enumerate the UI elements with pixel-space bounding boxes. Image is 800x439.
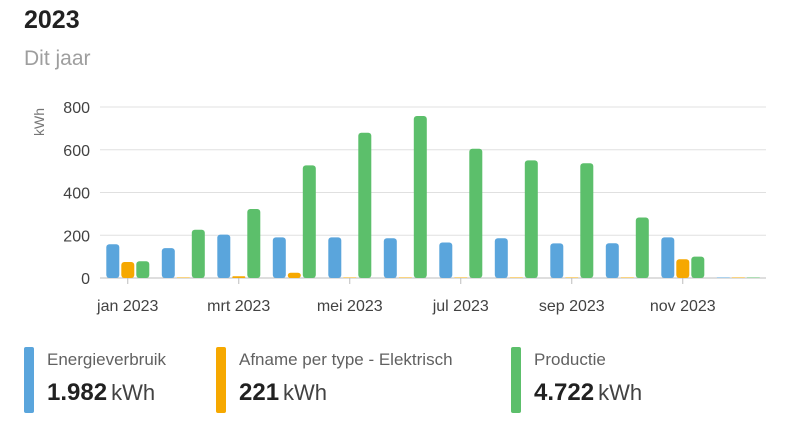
bar-energieverbruik-okt-2023[interactable] [605, 243, 619, 278]
bar-productie-okt-2023[interactable] [635, 217, 649, 279]
bar-energieverbruik-jul-2023[interactable] [439, 242, 453, 279]
bar-afname-per-type-elektrisch-feb-2023[interactable] [176, 277, 190, 279]
bar-productie-feb-2023[interactable] [191, 229, 205, 278]
y-tick-label: 800 [63, 100, 90, 117]
bar-afname-per-type-elektrisch-jan-2023[interactable] [121, 262, 135, 278]
bar-afname-per-type-elektrisch-apr-2023[interactable] [287, 272, 301, 278]
page-title: 2023 [24, 6, 80, 34]
page-subtitle: Dit jaar [24, 47, 91, 70]
y-tick-label: 200 [63, 228, 90, 245]
bar-productie-mei-2023[interactable] [358, 132, 372, 278]
x-tick-label: jan 2023 [96, 298, 158, 315]
bar-energieverbruik-apr-2023[interactable] [272, 237, 286, 278]
legend-swatch [24, 347, 34, 413]
x-tick-label: nov 2023 [650, 298, 716, 315]
bar-energieverbruik-feb-2023[interactable] [161, 248, 175, 278]
legend-swatch [216, 347, 226, 413]
bar-energieverbruik-jan-2023[interactable] [106, 244, 120, 278]
y-tick-label: 0 [81, 271, 90, 288]
bar-productie-mrt-2023[interactable] [247, 209, 261, 278]
bar-energieverbruik-mrt-2023[interactable] [217, 234, 231, 278]
bar-energieverbruik-nov-2023[interactable] [661, 237, 675, 278]
bar-afname-per-type-elektrisch-sep-2023[interactable] [565, 277, 579, 279]
bar-afname-per-type-elektrisch-dec-2023[interactable] [731, 277, 745, 279]
bar-energieverbruik-dec-2023[interactable] [716, 277, 730, 279]
bar-productie-aug-2023[interactable] [524, 160, 538, 278]
bar-productie-jan-2023[interactable] [136, 261, 150, 278]
bar-productie-dec-2023[interactable] [746, 277, 760, 279]
bar-afname-per-type-elektrisch-jul-2023[interactable] [454, 277, 468, 279]
bar-afname-per-type-elektrisch-okt-2023[interactable] [620, 277, 634, 279]
bar-productie-sep-2023[interactable] [580, 163, 594, 278]
bar-afname-per-type-elektrisch-nov-2023[interactable] [676, 259, 690, 278]
bar-energieverbruik-jun-2023[interactable] [383, 238, 397, 278]
bar-energieverbruik-sep-2023[interactable] [550, 243, 564, 278]
bar-afname-per-type-elektrisch-mrt-2023[interactable] [232, 276, 246, 278]
legend-item-label: Productie [534, 350, 606, 369]
bar-productie-nov-2023[interactable] [691, 256, 705, 278]
legend-item-unit: kWh [598, 380, 643, 405]
legend-item-unit: kWh [111, 380, 156, 405]
x-tick-label: sep 2023 [539, 298, 605, 315]
legend-item-unit: kWh [283, 380, 328, 405]
bar-afname-per-type-elektrisch-aug-2023[interactable] [509, 277, 523, 279]
y-tick-label: 400 [63, 186, 90, 203]
x-tick-label: mei 2023 [317, 298, 383, 315]
x-tick-label: mrt 2023 [207, 298, 270, 315]
bar-afname-per-type-elektrisch-mei-2023[interactable] [343, 277, 357, 279]
legend-item-value: 1.982 [47, 379, 108, 406]
bar-productie-jun-2023[interactable] [413, 116, 427, 278]
y-axis-label: kWh [31, 108, 47, 136]
legend: Energieverbruik 1.982 kWh Afname per type… [0, 345, 800, 415]
bar-productie-apr-2023[interactable] [302, 165, 316, 278]
legend-item-value: 4.722 [534, 379, 595, 406]
legend-swatch [511, 347, 521, 413]
bar-afname-per-type-elektrisch-jun-2023[interactable] [398, 277, 412, 279]
x-tick-label: jul 2023 [432, 298, 489, 315]
bar-chart: 0 200 400 600 800 kWh jan 2023 mrt 2023 mei 20… [31, 100, 766, 315]
y-tick-label: 600 [63, 143, 90, 160]
bar-productie-jul-2023[interactable] [469, 148, 483, 278]
bar-energieverbruik-aug-2023[interactable] [494, 238, 508, 278]
legend-item-label: Energieverbruik [47, 350, 167, 369]
legend-item-value: 221 [239, 379, 280, 406]
bar-energieverbruik-mei-2023[interactable] [328, 237, 342, 278]
legend-item-label: Afname per type - Elektrisch [239, 350, 453, 369]
